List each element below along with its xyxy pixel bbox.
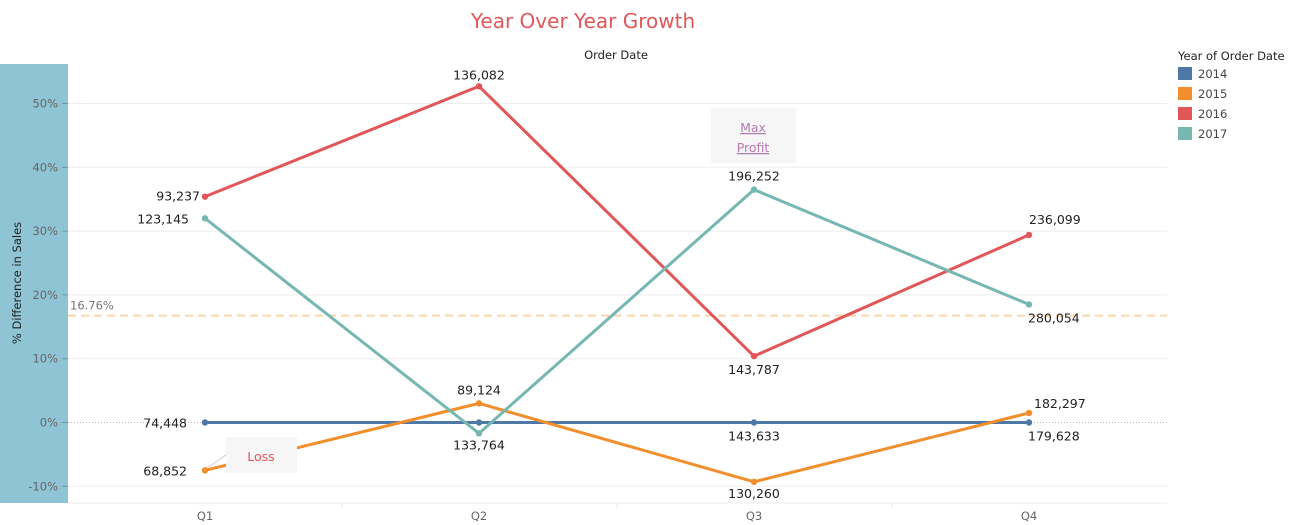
data-point-2015 xyxy=(750,478,758,486)
annotation-box-loss xyxy=(226,437,297,473)
data-label-2014: 74,448 xyxy=(143,416,187,431)
x-tick-label: Q4 xyxy=(1021,509,1037,523)
legend-title: Year of Order Date xyxy=(1177,49,1285,63)
y-tick-label: 40% xyxy=(32,160,58,174)
annotation-box-max-profit xyxy=(711,108,796,163)
data-point-2017 xyxy=(750,186,758,193)
x-axis-title: Order Date xyxy=(584,48,648,62)
legend-swatch-2014 xyxy=(1178,67,1192,80)
data-point-2014 xyxy=(201,419,209,426)
series-line-2016 xyxy=(204,84,1030,358)
series-line-2015 xyxy=(204,401,1030,484)
series-line-2017 xyxy=(204,188,1030,435)
data-label-2016: 93,237 xyxy=(156,189,200,204)
data-point-2016 xyxy=(475,83,483,90)
data-point-2016 xyxy=(750,352,758,360)
annotation-max-profit-line: Max xyxy=(740,120,766,135)
x-tick-label: Q2 xyxy=(471,509,487,523)
annotation-loss-text: Loss xyxy=(247,449,274,464)
data-point-2014 xyxy=(1025,419,1033,426)
data-label-2015: 89,124 xyxy=(457,382,501,397)
annotation-max-profit-line: Profit xyxy=(737,140,770,155)
legend-label-2017: 2017 xyxy=(1198,127,1227,141)
data-point-2017 xyxy=(201,215,209,222)
data-label-2015: 182,297 xyxy=(1034,396,1086,411)
data-label-2017: 196,252 xyxy=(728,169,780,184)
data-point-2015 xyxy=(475,400,483,407)
legend-label-2016: 2016 xyxy=(1198,107,1227,121)
y-axis-title: % Difference in Sales xyxy=(10,222,24,344)
data-point-2016 xyxy=(201,193,209,200)
data-point-2014 xyxy=(750,419,758,426)
data-point-2017 xyxy=(475,430,483,437)
annotation-leader xyxy=(206,454,227,469)
data-point-2014 xyxy=(475,419,483,426)
data-point-2015 xyxy=(201,467,209,474)
y-tick-label: -10% xyxy=(28,479,58,493)
y-tick-label: 10% xyxy=(32,352,58,366)
data-point-2016 xyxy=(1025,231,1033,239)
reference-line-label: 16.76% xyxy=(70,299,114,313)
legend-label-2015: 2015 xyxy=(1198,87,1227,101)
y-axis-band xyxy=(0,64,68,503)
legend-swatch-2015 xyxy=(1178,87,1192,100)
data-label-2016: 143,787 xyxy=(728,362,780,377)
data-label-2015: 130,260 xyxy=(728,486,780,501)
y-tick-label: 30% xyxy=(32,224,58,238)
legend-label-2014: 2014 xyxy=(1198,67,1227,81)
data-label-2014: 179,628 xyxy=(1028,429,1080,444)
data-label-2017: 280,054 xyxy=(1028,310,1080,325)
data-label-2017: 133,764 xyxy=(453,437,505,452)
x-tick-label: Q1 xyxy=(197,509,213,523)
data-label-2015: 68,852 xyxy=(143,463,187,478)
data-label-2016: 136,082 xyxy=(453,67,505,82)
data-label-2016: 236,099 xyxy=(1029,212,1081,227)
data-point-2015 xyxy=(1025,409,1033,417)
data-point-2017 xyxy=(1025,301,1033,308)
chart-title: Year Over Year Growth xyxy=(470,9,695,33)
data-label-2017: 123,145 xyxy=(137,211,189,226)
x-tick-label: Q3 xyxy=(746,509,762,523)
legend-swatch-2016 xyxy=(1178,107,1192,120)
legend-swatch-2017 xyxy=(1178,127,1192,140)
data-label-2014: 143,633 xyxy=(728,429,780,444)
y-tick-label: 50% xyxy=(32,97,58,111)
y-tick-label: 0% xyxy=(40,416,58,430)
y-tick-label: 20% xyxy=(32,288,58,302)
